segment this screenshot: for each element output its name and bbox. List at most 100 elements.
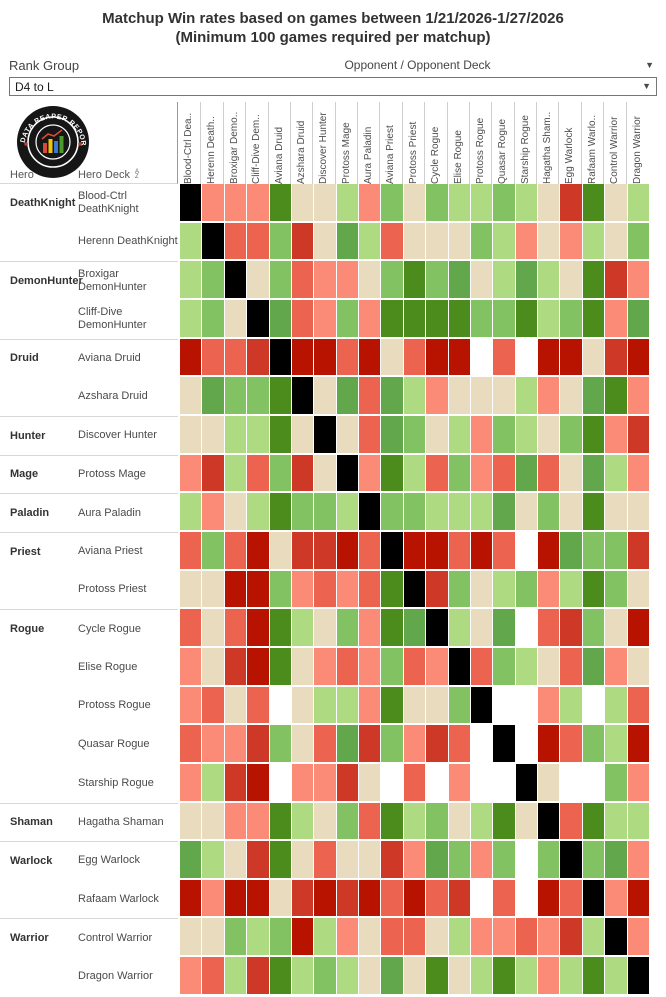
heatmap-cell[interactable] [247,802,270,842]
heatmap-cell[interactable] [202,841,225,880]
heatmap-cell[interactable] [582,570,606,610]
heatmap-cell[interactable] [627,377,650,416]
heatmap-cell[interactable] [291,570,315,610]
heatmap-cell[interactable] [180,841,203,880]
heatmap-cell[interactable] [470,570,494,610]
heatmap-cell[interactable] [269,415,292,455]
heatmap-cell[interactable] [605,918,628,958]
heatmap-cell[interactable] [605,841,628,880]
heatmap-cell[interactable] [269,184,292,223]
heatmap-cell[interactable] [605,647,628,687]
heatmap-cell[interactable] [180,377,203,416]
heatmap-cell[interactable] [560,454,583,494]
heatmap-cell[interactable] [515,647,538,687]
heatmap-cell[interactable] [470,531,494,571]
column-header-aviana-druid[interactable]: Aviana Druid [267,102,290,184]
heatmap-cell[interactable] [470,763,494,803]
heatmap-cell[interactable] [627,454,650,494]
heatmap-cell[interactable] [247,299,270,339]
heatmap-cell[interactable] [359,609,382,648]
heatmap-cell[interactable] [224,377,248,416]
heatmap-cell[interactable] [202,377,225,416]
heatmap-cell[interactable] [269,261,292,300]
heatmap-cell[interactable] [224,338,248,378]
heatmap-cell[interactable] [224,493,248,532]
column-header-discover-hunter[interactable]: Discover Hunter [312,102,335,184]
heatmap-cell[interactable] [336,454,359,494]
heatmap-cell[interactable] [515,763,538,803]
heatmap-cell[interactable] [314,222,337,262]
heatmap-cell[interactable] [426,725,449,764]
heatmap-cell[interactable] [180,454,203,494]
heatmap-cell[interactable] [224,570,248,610]
heatmap-cell[interactable] [538,647,561,687]
hero-deck-label[interactable]: Control Warrior [78,918,178,957]
heatmap-cell[interactable] [314,377,337,416]
heatmap-cell[interactable] [560,841,583,880]
heatmap-cell[interactable] [247,493,270,532]
heatmap-cell[interactable] [336,299,359,339]
heatmap-cell[interactable] [627,802,650,842]
heatmap-cell[interactable] [359,338,382,378]
heatmap-cell[interactable] [359,686,382,726]
heatmap-cell[interactable] [314,802,337,842]
heatmap-cell[interactable] [336,609,359,648]
heatmap-cell[interactable] [314,918,337,958]
heatmap-cell[interactable] [426,841,449,880]
heatmap-cell[interactable] [314,725,337,764]
heatmap-cell[interactable] [627,686,650,726]
heatmap-cell[interactable] [314,763,337,803]
heatmap-cell[interactable] [180,918,203,958]
heatmap-cell[interactable] [605,299,628,339]
heatmap-cell[interactable] [403,841,427,880]
hero-label[interactable]: Warrior [0,918,78,957]
heatmap-cell[interactable] [448,957,471,996]
heatmap-cell[interactable] [291,609,315,648]
heatmap-cell[interactable] [448,763,471,803]
heatmap-cell[interactable] [515,609,538,648]
heatmap-cell[interactable] [359,570,382,610]
heatmap-cell[interactable] [515,802,538,842]
heatmap-cell[interactable] [582,493,606,532]
heatmap-cell[interactable] [269,918,292,958]
heatmap-cell[interactable] [426,957,449,996]
heatmap-cell[interactable] [336,531,359,571]
heatmap-cell[interactable] [381,686,404,726]
heatmap-cell[interactable] [336,338,359,378]
heatmap-cell[interactable] [538,879,561,919]
heatmap-cell[interactable] [359,918,382,958]
hero-deck-label[interactable]: Hagatha Shaman [78,802,178,842]
heatmap-cell[interactable] [359,261,382,300]
heatmap-cell[interactable] [470,338,494,378]
heatmap-cell[interactable] [269,570,292,610]
heatmap-cell[interactable] [493,377,516,416]
heatmap-cell[interactable] [538,570,561,610]
heatmap-cell[interactable] [627,415,650,455]
heatmap-cell[interactable] [381,493,404,532]
heatmap-cell[interactable] [224,725,248,764]
column-header-rafaam-warlo[interactable]: Rafaam Warlo.. [580,102,604,184]
heatmap-cell[interactable] [247,763,270,803]
heatmap-cell[interactable] [538,918,561,958]
heatmap-cell[interactable] [359,763,382,803]
column-header-quasar-rogue[interactable]: Quasar Rogue [491,102,514,184]
heatmap-cell[interactable] [359,377,382,416]
hero-deck-label[interactable]: Protoss Mage [78,454,178,494]
heatmap-cell[interactable] [493,647,516,687]
heatmap-cell[interactable] [403,338,427,378]
heatmap-cell[interactable] [336,647,359,687]
heatmap-cell[interactable] [247,261,270,300]
heatmap-cell[interactable] [560,493,583,532]
hero-deck-label[interactable]: Cycle Rogue [78,609,178,648]
heatmap-cell[interactable] [605,222,628,262]
heatmap-cell[interactable] [448,879,471,919]
heatmap-cell[interactable] [560,531,583,571]
heatmap-cell[interactable] [269,879,292,919]
heatmap-cell[interactable] [314,493,337,532]
heatmap-cell[interactable] [224,222,248,262]
heatmap-cell[interactable] [381,879,404,919]
heatmap-cell[interactable] [582,609,606,648]
heatmap-cell[interactable] [202,415,225,455]
heatmap-cell[interactable] [403,299,427,339]
heatmap-cell[interactable] [560,377,583,416]
